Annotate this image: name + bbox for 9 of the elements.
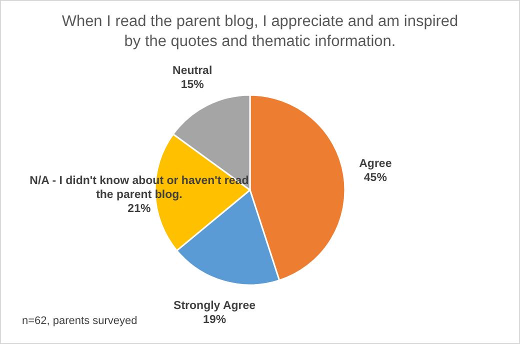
slice-label: Agree bbox=[359, 158, 392, 170]
data-label: 15% bbox=[180, 78, 204, 91]
data-label: 45% bbox=[364, 172, 387, 184]
text: n=62, parents surveyed bbox=[22, 315, 138, 327]
slice-label: Neutral bbox=[172, 64, 212, 77]
slice-label: Strongly Agree bbox=[174, 300, 256, 312]
chart-title: When I read the parent blog, I appreciate and am inspired by the quotes and thematic information. bbox=[62, 13, 458, 50]
data-label: 21% bbox=[128, 202, 151, 215]
data-label: 19% bbox=[203, 314, 226, 326]
